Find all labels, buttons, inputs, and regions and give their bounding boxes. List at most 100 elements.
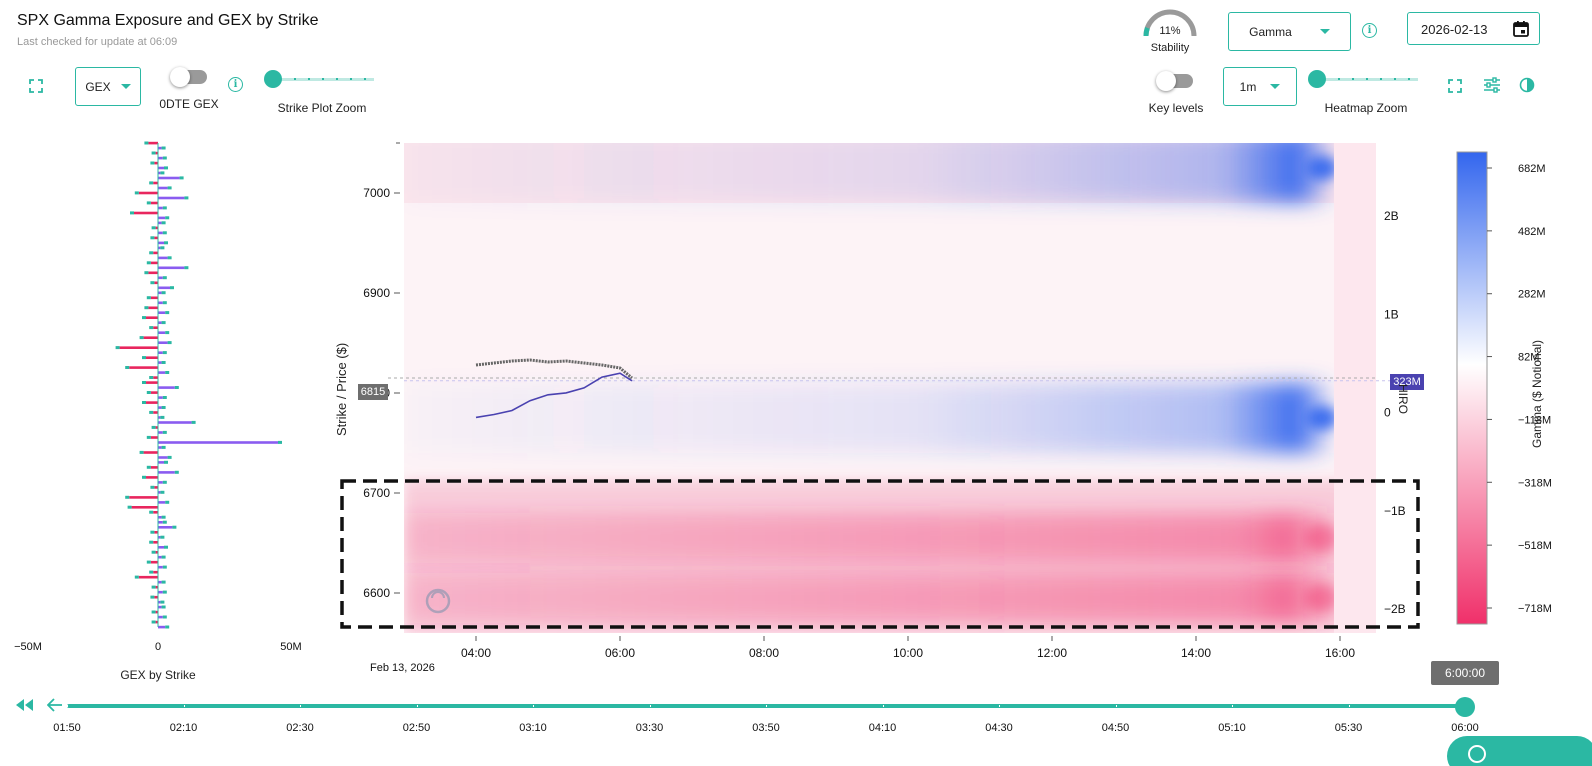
chevron-down-icon: [1319, 29, 1330, 34]
help-icon: [1468, 745, 1486, 763]
y-tick-label: 6900: [363, 286, 390, 300]
gex-bar-cap: [167, 455, 172, 459]
sliders-icon[interactable]: [1483, 77, 1501, 93]
hiro-tick-label: −2B: [1384, 602, 1406, 616]
hiro-series-line: [475, 372, 633, 419]
heatmap-cells: [404, 143, 1376, 633]
gex-bar-cap: [172, 525, 177, 529]
gex-bar: [158, 516, 162, 519]
gex-bar-cap: [174, 470, 179, 474]
rewind-icon[interactable]: [14, 697, 36, 713]
gex-bar: [154, 486, 158, 489]
strike-zoom-slider[interactable]: [264, 70, 376, 90]
gex-bar: [153, 511, 158, 514]
heatmap-zoom-slider[interactable]: [1308, 70, 1420, 90]
gex-bar: [138, 191, 158, 195]
gex-bar-cap: [149, 540, 154, 544]
gex-bar-cap: [146, 560, 151, 564]
gex-bar-cap: [151, 585, 156, 589]
gex-bar: [148, 271, 158, 275]
timeline-tick-mark: [1115, 705, 1117, 707]
gex-bar: [155, 585, 158, 589]
gex-bar-cap: [149, 510, 154, 514]
y-tick-label: 6700: [363, 486, 390, 500]
gex-bar: [158, 196, 185, 200]
gex-bar-cap: [125, 366, 130, 369]
gex-bar: [158, 406, 162, 409]
heatmap-zoom-label: Heatmap Zoom: [1324, 101, 1408, 115]
gex-select[interactable]: GEX: [75, 67, 141, 106]
gex-bar: [158, 171, 161, 175]
timeline-tick-label: 03:10: [519, 722, 547, 734]
arrow-left-icon[interactable]: [47, 698, 63, 712]
price-lines: [388, 358, 1390, 419]
gex-bar: [158, 331, 166, 334]
slider-handle[interactable]: [264, 70, 282, 88]
price-series-line: [475, 358, 633, 380]
gex-bar: [150, 436, 158, 439]
gex-bar-cap: [149, 326, 154, 330]
gex-bar: [158, 241, 164, 245]
gex-bar: [150, 201, 158, 205]
positive-gamma-band: [404, 143, 1334, 203]
timeline-tick-label: 01:50: [53, 722, 81, 734]
gex-bar-cap: [144, 306, 149, 310]
gex-bar-cap: [160, 535, 165, 539]
timeline-tick-mark: [67, 705, 68, 707]
gex-bar: [158, 491, 161, 494]
gex-bar-cap: [134, 191, 139, 195]
timeline-tick-mark: [882, 705, 884, 707]
gex-bar-cap: [165, 371, 170, 374]
gex-bar: [158, 615, 163, 619]
gex-bar: [158, 386, 175, 389]
timeline-handle[interactable]: [1455, 697, 1475, 717]
hiro-tick-label: 2B: [1384, 209, 1399, 223]
gex-bar-cap: [161, 580, 166, 584]
gex-bar: [158, 286, 170, 290]
timeline-tick-mark: [999, 705, 1000, 707]
slider-handle[interactable]: [1308, 70, 1326, 88]
gex-bar-cap: [150, 236, 155, 240]
x-tick-label: 06:00: [605, 646, 635, 660]
negative-gamma-band: [404, 573, 1334, 623]
stability-value: 11%: [1159, 25, 1181, 37]
gex-bar-cap: [150, 281, 155, 285]
gex-bar-cap: [151, 550, 156, 554]
interval-select[interactable]: 1m: [1223, 67, 1297, 106]
gex-bar-cap: [161, 515, 166, 519]
info-icon[interactable]: i: [228, 77, 243, 92]
gex-bar-cap: [146, 465, 151, 469]
colorbar: [1456, 151, 1488, 625]
key-levels-toggle[interactable]: [1156, 71, 1196, 93]
calendar-icon[interactable]: [1512, 20, 1530, 38]
date-input[interactable]: 2026-02-13: [1407, 12, 1540, 45]
gex-bar: [143, 451, 158, 454]
timeline-tick-label: 05:30: [1334, 722, 1363, 734]
gex-bar: [155, 226, 158, 230]
gex-by-strike-chart: −50M 0 50M: [14, 141, 302, 653]
info-icon[interactable]: i: [1362, 23, 1377, 38]
contrast-icon[interactable]: [1519, 77, 1535, 93]
gex-bar-cap: [161, 406, 166, 409]
gex-bar-cap: [167, 256, 172, 260]
support-button[interactable]: [1447, 736, 1592, 766]
colorbar-tick-label: −118M: [1518, 414, 1551, 426]
metric-select[interactable]: Gamma: [1228, 12, 1351, 51]
gex-bar: [158, 186, 168, 190]
gex-bar: [129, 496, 158, 499]
x-tick-label: 12:00: [1037, 646, 1067, 660]
gex-bar: [158, 361, 162, 364]
gex-bar: [146, 316, 158, 319]
gex-bar: [158, 526, 173, 529]
expand-icon[interactable]: [29, 79, 43, 93]
gex-bar: [158, 456, 168, 459]
odte-toggle[interactable]: [170, 67, 210, 89]
gex-bar-cap: [161, 291, 166, 295]
negative-gamma-band: [404, 513, 1334, 563]
gex-bar: [158, 246, 161, 250]
expand-icon[interactable]: [1448, 79, 1462, 93]
gex-bar-cap: [142, 401, 146, 404]
gex-bar: [146, 401, 158, 404]
timeline-tick-mark: [1348, 705, 1350, 707]
timeline-tooltip: 6:00:00: [1431, 661, 1499, 685]
